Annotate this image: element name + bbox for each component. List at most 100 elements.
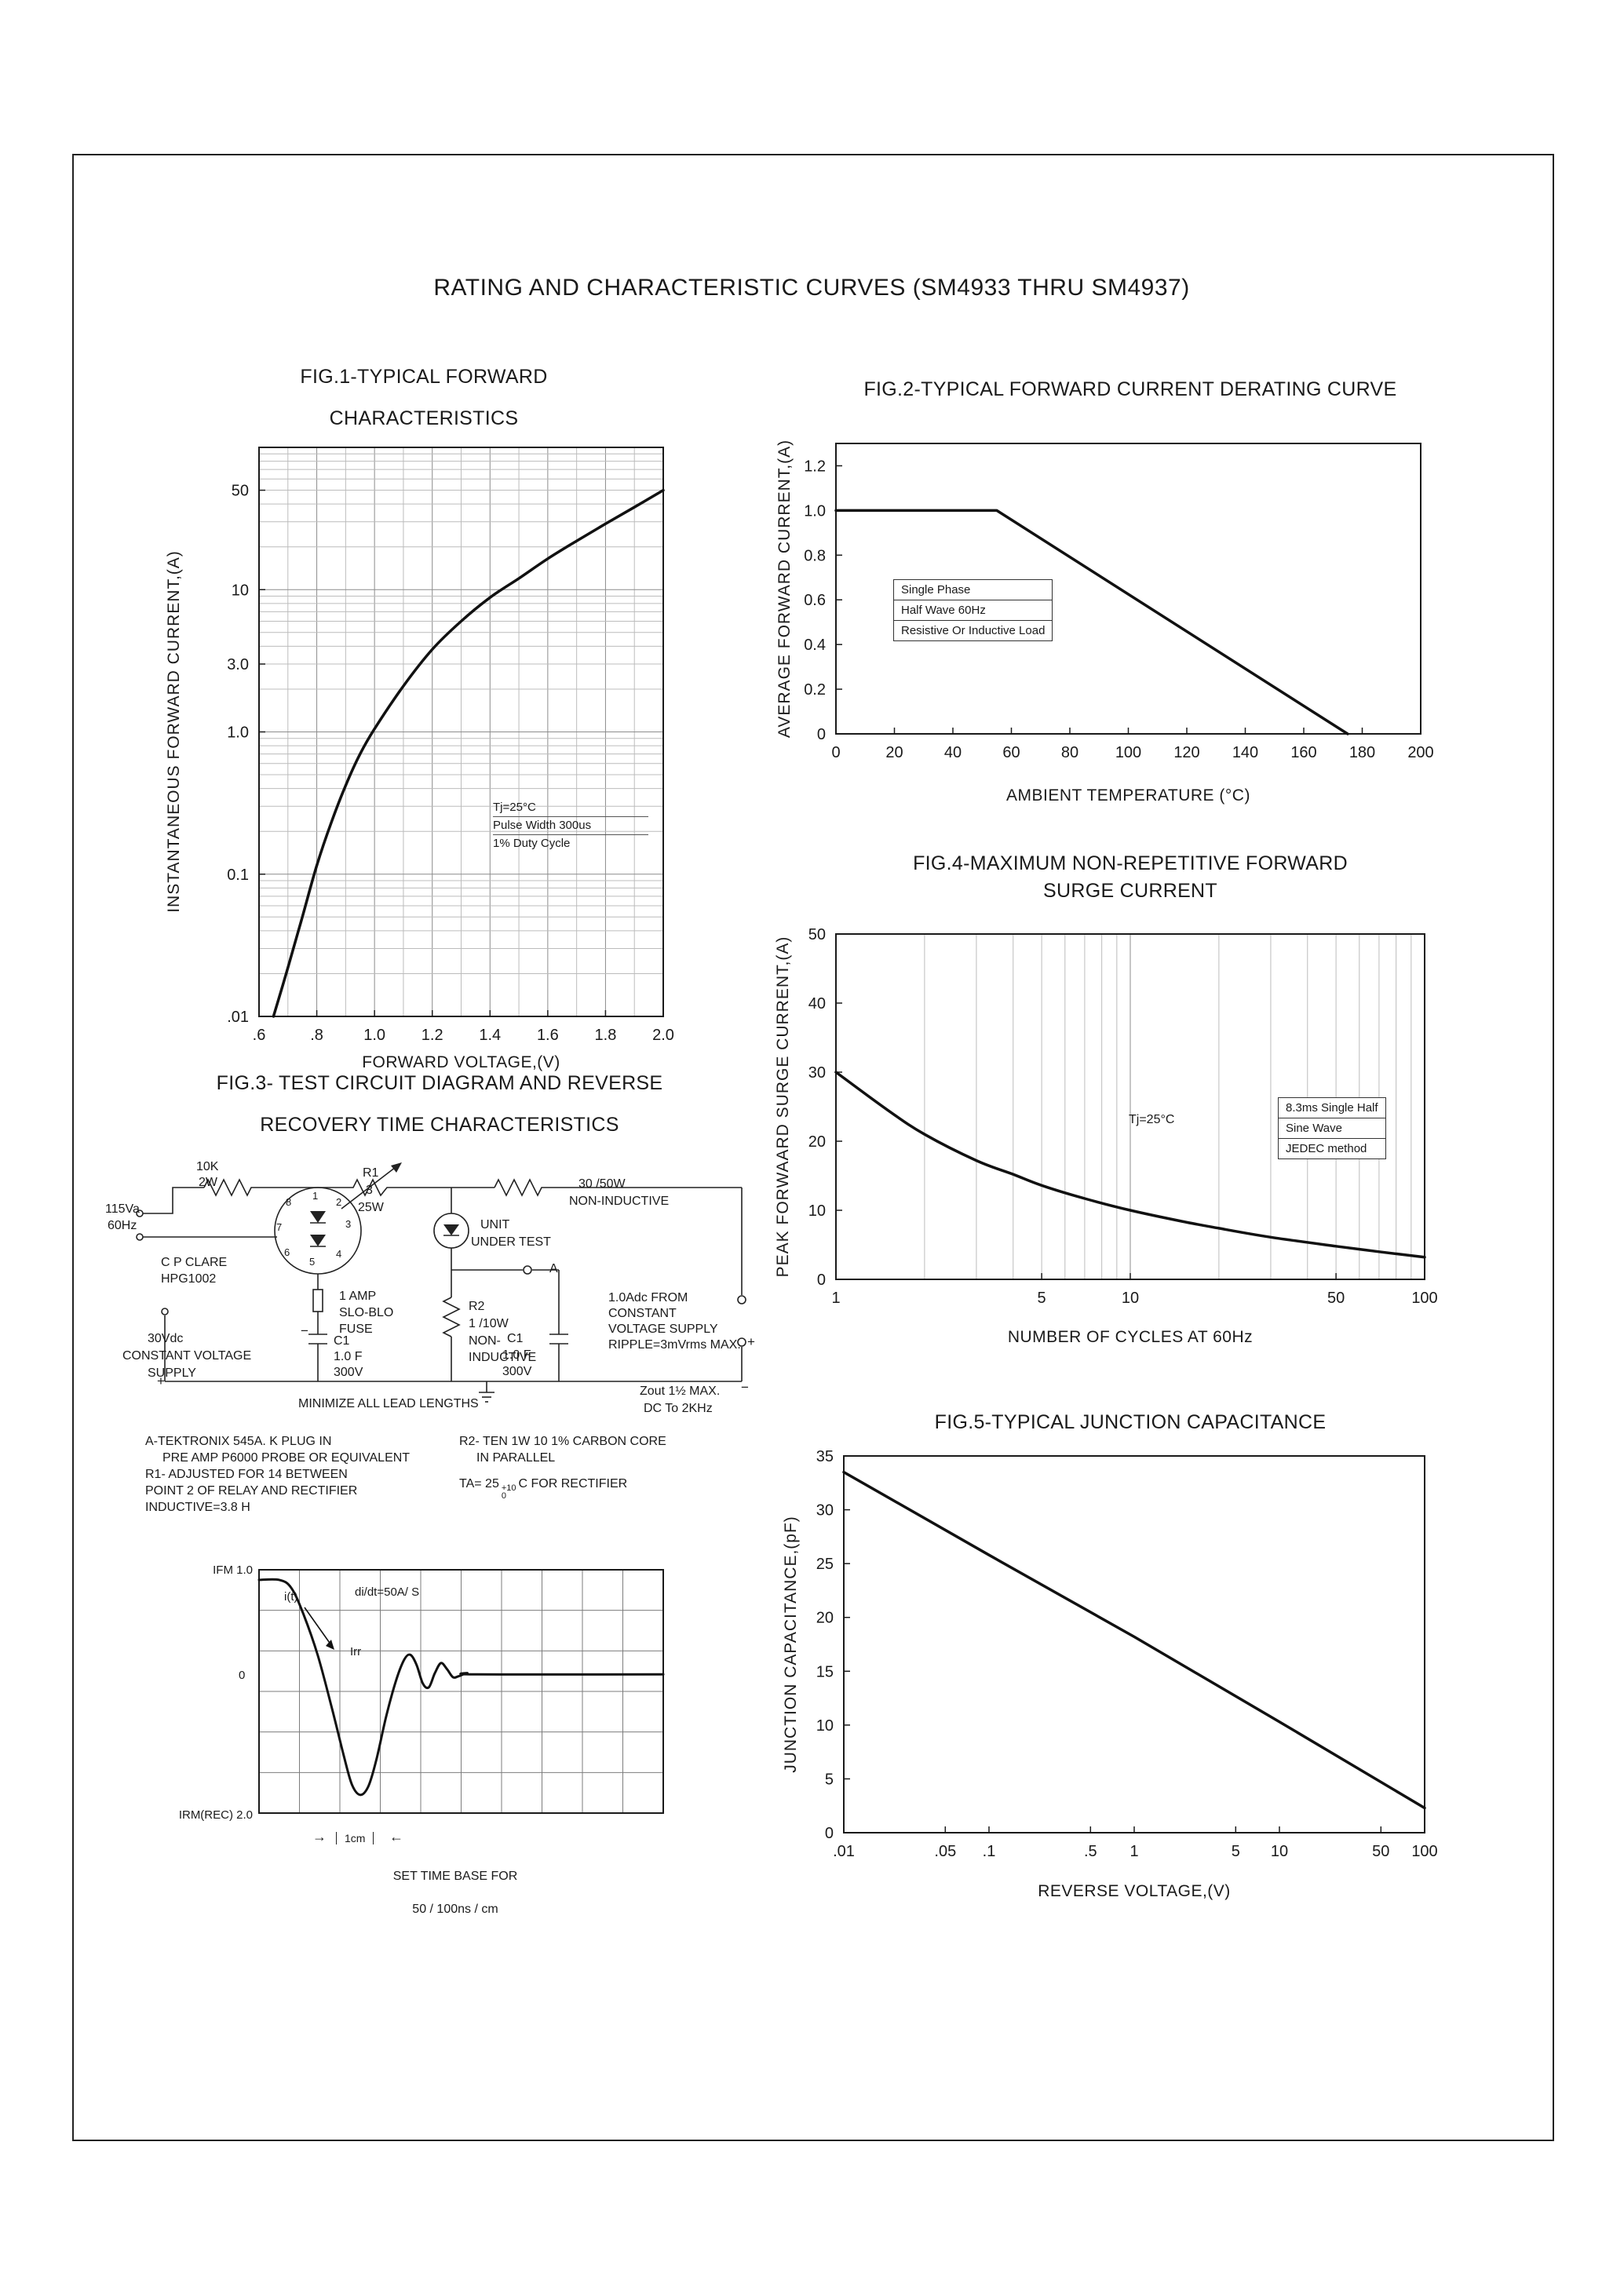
note-r2-line2: IN PARALLEL <box>476 1451 556 1465</box>
reverse-recovery-waveform <box>257 1569 665 1814</box>
fig4-chart: 1 5 10 50 100 0 10 20 30 40 50 Tj=25°C 8.3ms Singl… <box>808 926 1438 1307</box>
svg-text:.8: .8 <box>310 1027 323 1044</box>
fig5-title: FIG.5-TYPICAL JUNCTION CAPACITANCE <box>934 1411 1327 1433</box>
note-r2-line1: R2- TEN 1W 10 1% CARBON CORE <box>459 1435 666 1448</box>
page-title: RATING AND CHARACTERISTIC CURVES (SM4933… <box>433 275 1190 301</box>
zout-label-line1: Zout 1½ MAX. <box>640 1385 721 1398</box>
probe-point-a-label: A <box>549 1262 558 1275</box>
source-note-line4: RIPPLE=3mVrms MAX. <box>608 1338 741 1352</box>
svg-text:50: 50 <box>808 926 826 943</box>
fig3-notes-right: R2- TEN 1W 10 1% CARBON CORE IN PARALLEL… <box>459 1433 742 1501</box>
note-inductive: INDUCTIVE=3.8 H <box>145 1501 250 1514</box>
fig3-notes-left: A-TEKTRONIX 545A. K PLUG IN PRE AMP P600… <box>145 1433 475 1516</box>
note-ta-pre: TA= 25 <box>459 1477 499 1490</box>
fuse-label-line2: SLO-BLO <box>339 1306 394 1319</box>
svg-text:0.1: 0.1 <box>227 867 249 884</box>
fig2-y-axis-label: AVERAGE FORWARD CURRENT,(A) <box>776 439 794 739</box>
svg-text:40: 40 <box>808 995 826 1012</box>
svg-text:1.0: 1.0 <box>227 724 249 742</box>
fig3-title-line1: FIG.3- TEST CIRCUIT DIAGRAM AND REVERSE <box>216 1072 663 1094</box>
arrow-left-icon: ← <box>389 1829 403 1844</box>
fig4-plot: 1 5 10 50 100 0 10 20 30 40 50 <box>808 926 1438 1307</box>
svg-text:0: 0 <box>831 744 840 761</box>
svg-text:.1: .1 <box>983 1843 996 1860</box>
note-r1-line1: R1- ADJUSTED FOR 14 BETWEEN <box>145 1468 348 1481</box>
waveform-1cm-label: 1cm <box>336 1832 374 1844</box>
svg-text:0.4: 0.4 <box>804 637 826 654</box>
plus-sign-left: + <box>157 1374 165 1388</box>
fig4-annotation-box: 8.3ms Single Half Sine Wave JEDEC method <box>1278 1097 1386 1159</box>
r1-value-label: 3 <box>366 1184 373 1197</box>
fig4-x-axis-label: NUMBER OF CYCLES AT 60Hz <box>1007 1328 1254 1346</box>
svg-text:50: 50 <box>1327 1290 1345 1307</box>
fig2-plot: 0 20 40 60 80 100 120 140 160 180 200 0 0.2 0.4 0.6 0.8… <box>804 443 1434 761</box>
fig1-annotation-pulse: Pulse Width 300us <box>493 816 648 835</box>
note-ta: TA= 25 +10 0 C FOR RECTIFIER <box>459 1476 742 1501</box>
svg-text:35: 35 <box>816 1448 834 1465</box>
fig1-x-axis-label: FORWARD VOLTAGE,(V) <box>362 1053 560 1071</box>
r1-label: R1 <box>363 1166 379 1180</box>
plus-sign-right: + <box>747 1334 755 1349</box>
svg-text:30: 30 <box>816 1502 834 1520</box>
note-ta-sup: +10 <box>501 1483 516 1493</box>
fig1-annotation-duty: 1% Duty Cycle <box>493 837 571 850</box>
svg-text:1: 1 <box>831 1290 840 1307</box>
supply-label-line2: CONSTANT VOLTAGE <box>122 1349 252 1363</box>
fig4-title-line2: SURGE CURRENT <box>1043 880 1217 902</box>
r2-label: R2 <box>469 1300 485 1313</box>
svg-text:200: 200 <box>1407 744 1433 761</box>
svg-text:120: 120 <box>1173 744 1199 761</box>
relay-model-label: HPG1002 <box>161 1272 217 1286</box>
uut-label-line2: UNDER TEST <box>471 1235 551 1249</box>
svg-text:0.6: 0.6 <box>804 592 826 609</box>
fig2-annotation-line3: Resistive Or Inductive Load <box>901 624 1046 637</box>
svg-text:100: 100 <box>1115 744 1141 761</box>
svg-text:0.2: 0.2 <box>804 681 826 699</box>
fig2-title: FIG.2-TYPICAL FORWARD CURRENT DERATING C… <box>863 378 1397 400</box>
minus-sign-right: − <box>741 1380 749 1395</box>
note-tektronix-line1: A-TEKTRONIX 545A. K PLUG IN <box>145 1435 332 1448</box>
relay-make-label: C P CLARE <box>161 1256 228 1269</box>
svg-text:0.8: 0.8 <box>804 547 826 564</box>
minus-sign-left: − <box>301 1323 308 1338</box>
svg-text:15: 15 <box>816 1663 834 1680</box>
relay-pin-6: 6 <box>284 1246 290 1258</box>
svg-text:10: 10 <box>1122 1290 1139 1307</box>
relay-pin-2: 2 <box>336 1196 342 1208</box>
svg-text:1: 1 <box>1130 1843 1138 1860</box>
test-circuit-schematic <box>136 1162 746 1403</box>
zout-label-line2: DC To 2KHz <box>644 1402 713 1415</box>
fig2-x-axis-label: AMBIENT TEMPERATURE (°C) <box>1006 786 1250 805</box>
supply-label-line3: SUPPLY <box>148 1366 196 1380</box>
svg-text:5: 5 <box>1038 1290 1046 1307</box>
fig4-annotation-line1: 8.3ms Single Half <box>1279 1098 1385 1118</box>
timebase-note-line2: 50 / 100ns / cm <box>412 1903 498 1916</box>
resistor-10k-label: 10K <box>196 1160 219 1173</box>
svg-text:.01: .01 <box>833 1843 855 1860</box>
load-resistor-label: 30 /50W <box>578 1177 626 1191</box>
c1-right-label: C1 <box>507 1332 524 1345</box>
svg-text:0: 0 <box>817 1272 826 1289</box>
waveform-irm-label: IRM(REC) 2.0 <box>178 1808 253 1822</box>
note-r1-line2: POINT 2 OF RELAY AND RECTIFIER <box>145 1484 358 1498</box>
fig1-y-axis-label: INSTANTANEOUS FORWARD CURRENT,(A) <box>165 550 183 913</box>
r1-power-label: 25W <box>358 1201 384 1214</box>
fig2-chart: 0 20 40 60 80 100 120 140 160 180 200 0 0.2 0.4 0.6 0.8… <box>804 443 1434 761</box>
note-ta-sub: 0 <box>501 1491 506 1501</box>
svg-text:1.6: 1.6 <box>537 1027 559 1044</box>
source-note-line3: VOLTAGE SUPPLY <box>608 1323 718 1336</box>
fuse-label-line3: FUSE <box>339 1323 373 1336</box>
c1-left-label: C1 <box>334 1334 350 1348</box>
c1-right-voltage: 300V <box>502 1365 532 1378</box>
svg-text:60: 60 <box>1002 744 1020 761</box>
fig4-annotation-line3: JEDEC method <box>1286 1142 1367 1155</box>
c1-right-value: 1.0 F <box>502 1348 531 1362</box>
svg-text:1.4: 1.4 <box>479 1027 501 1044</box>
svg-text:5: 5 <box>825 1771 834 1788</box>
svg-text:140: 140 <box>1232 744 1258 761</box>
fig4-annotation-line2: Sine Wave <box>1279 1118 1385 1139</box>
fig2-annotation-line2: Half Wave 60Hz <box>894 600 1053 621</box>
resistor-2w-label: 2W <box>199 1176 217 1189</box>
svg-text:10: 10 <box>1271 1843 1288 1860</box>
svg-text:2.0: 2.0 <box>652 1027 674 1044</box>
